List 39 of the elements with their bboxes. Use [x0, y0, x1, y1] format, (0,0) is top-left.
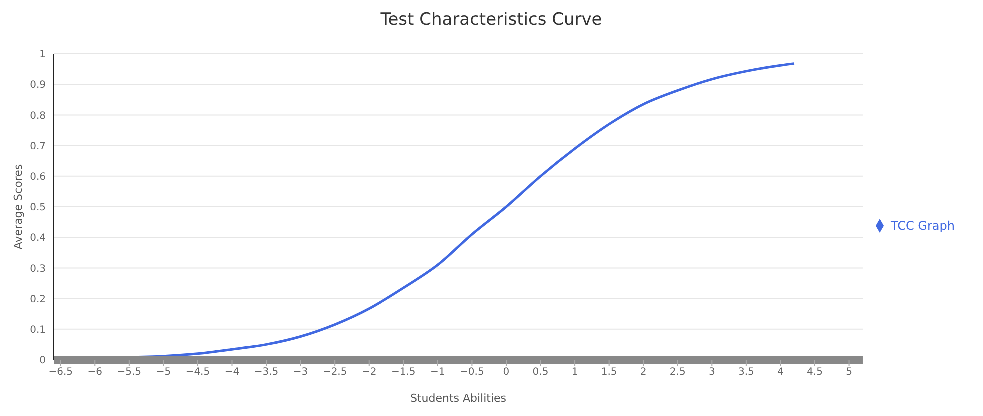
x-tick-label: 4: [778, 367, 784, 378]
y-tick-label: 0.6: [30, 172, 46, 183]
x-tick-label: −3.5: [254, 367, 279, 378]
x-tick-label: −1.5: [391, 367, 416, 378]
x-tick-label: −6: [88, 367, 103, 378]
y-tick-label: 0.1: [30, 324, 46, 336]
chart-title: Test Characteristics Curve: [380, 9, 604, 32]
x-tick-label: −6.5: [48, 367, 74, 378]
x-axis-title: Students Abilities: [410, 392, 507, 405]
y-axis-title: Average Scores: [12, 164, 25, 250]
x-tick-label: −4: [224, 367, 240, 378]
y-tick-label: 0.8: [30, 110, 46, 122]
x-tick-label: −4.5: [186, 367, 210, 378]
x-tick-label: −3: [293, 367, 308, 378]
x-tick-label: −5: [156, 367, 172, 378]
x-tick-label: 2: [640, 367, 647, 378]
x-tick-label: 3.5: [738, 367, 754, 378]
x-tick-label: −2.5: [322, 367, 348, 378]
x-tick-label: 2.5: [670, 367, 686, 378]
y-tick-label: 0.5: [30, 202, 46, 214]
y-tick-label: 0.9: [30, 80, 46, 92]
y-tick-label: 0.4: [30, 233, 46, 244]
x-tick-label: 0: [503, 367, 510, 378]
x-tick-label: 1: [572, 367, 578, 378]
x-tick-label: 5: [846, 367, 852, 378]
x-tick-label: −0.5: [460, 367, 484, 378]
x-tick-label: −2: [362, 367, 377, 378]
y-tick-label: 0.2: [30, 294, 46, 306]
x-tick-label: 0.5: [532, 367, 549, 378]
y-tick-label: 0.7: [30, 141, 46, 152]
x-tick-label: 3: [708, 367, 716, 378]
y-tick-label: 0: [40, 356, 46, 367]
y-tick-label: 0.3: [30, 264, 46, 275]
x-tick-label: 1.5: [601, 367, 618, 378]
legend-label: TCC Graph: [890, 218, 955, 233]
x-tick-label: −5.5: [117, 367, 142, 378]
x-tick-label: 4.5: [807, 367, 823, 378]
x-tick-label: −1: [430, 367, 446, 378]
y-tick-label: 1: [40, 50, 46, 61]
